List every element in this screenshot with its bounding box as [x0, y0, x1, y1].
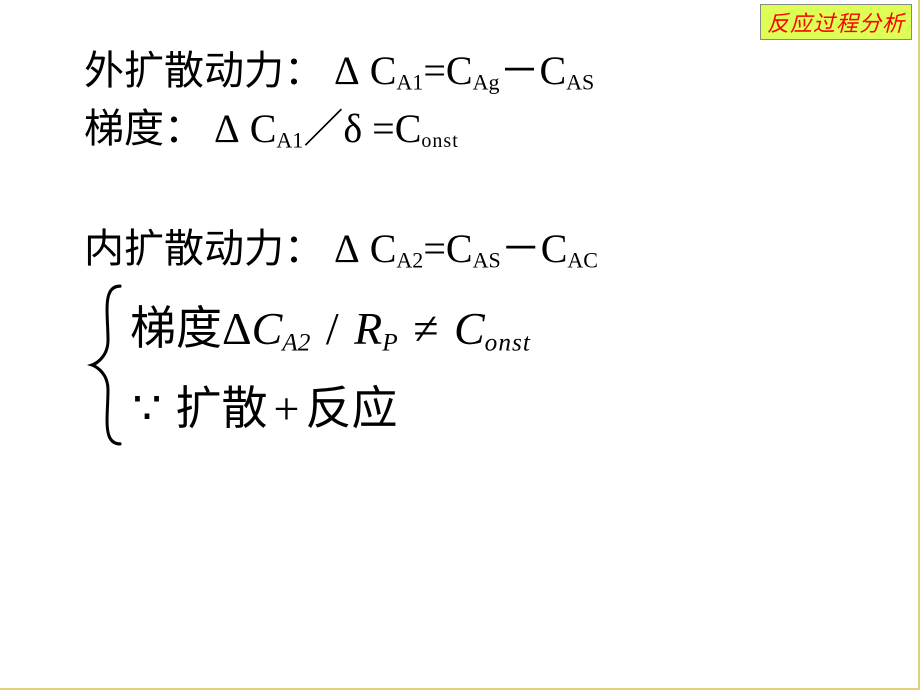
brace-icon	[86, 284, 130, 446]
C2: C	[454, 303, 485, 354]
minus: －	[499, 48, 539, 93]
neq: ≠	[398, 303, 454, 354]
left-brace	[86, 284, 130, 446]
minus: －	[501, 226, 541, 271]
label: 梯度	[130, 303, 222, 354]
sub-onst: onst	[421, 130, 458, 152]
sub-Ag: Ag	[473, 70, 500, 95]
sub-A1: A1	[396, 70, 423, 95]
C3: C	[541, 226, 568, 271]
C: C	[250, 106, 277, 151]
line-gradient-1: 梯度： Δ CA1／δ =Const	[84, 100, 864, 158]
sub-P: P	[382, 328, 397, 356]
slash: ／	[303, 106, 343, 151]
eq: =	[372, 106, 395, 151]
C: C	[370, 226, 397, 271]
sub-AC: AC	[567, 248, 598, 273]
line-external-diffusion: 外扩散动力： Δ CA1=CAg－CAS	[84, 42, 864, 100]
sub-A1: A1	[276, 128, 303, 153]
sub-A2: A2	[396, 248, 423, 273]
label: 外扩散动力：	[84, 48, 324, 93]
slash: /	[322, 303, 343, 354]
badge-reaction-analysis: 反应过程分析	[760, 4, 912, 40]
reaction: 反应	[305, 383, 397, 434]
sub-onst: onst	[485, 328, 531, 356]
delta: Δ	[334, 226, 360, 271]
delta: Δ	[214, 106, 240, 151]
diffusion: 扩散	[176, 383, 268, 434]
C: C	[252, 303, 283, 354]
C2: C	[446, 226, 473, 271]
brace-body: 梯度ΔCA2 / RP ≠ Const ∵ 扩散+反应	[130, 284, 531, 446]
label: 梯度：	[84, 106, 204, 151]
eq: =	[423, 48, 446, 93]
delta-greek: δ	[343, 106, 362, 151]
spacer	[84, 158, 864, 220]
slide-content: 外扩散动力： Δ CA1=CAg－CAS 梯度： Δ CA1／δ =Const …	[84, 42, 864, 446]
sub-A2: A2	[282, 328, 310, 356]
brace-row-1: 梯度ΔCA2 / RP ≠ Const	[130, 292, 531, 358]
badge-text: 反应过程分析	[767, 11, 905, 36]
sp2	[343, 303, 355, 354]
plus: +	[268, 383, 306, 434]
C2: C	[395, 106, 422, 151]
C3: C	[539, 48, 566, 93]
sub-AS: AS	[473, 248, 501, 273]
delta: Δ	[334, 48, 360, 93]
eq: =	[423, 226, 446, 271]
C: C	[370, 48, 397, 93]
R: R	[354, 303, 382, 354]
sp1	[310, 303, 322, 354]
brace-row-2: ∵ 扩散+反应	[130, 372, 531, 438]
C2: C	[446, 48, 473, 93]
label: 内扩散动力：	[84, 226, 324, 271]
because-icon: ∵	[130, 381, 164, 435]
slide: 反应过程分析 外扩散动力： Δ CA1=CAg－CAS 梯度： Δ CA1／δ …	[0, 0, 920, 690]
Delta: Δ	[222, 303, 252, 354]
line-internal-diffusion: 内扩散动力： Δ CA2=CAS－CAC	[84, 220, 864, 278]
brace-block: 梯度ΔCA2 / RP ≠ Const ∵ 扩散+反应	[86, 284, 864, 446]
sub-AS: AS	[566, 70, 594, 95]
